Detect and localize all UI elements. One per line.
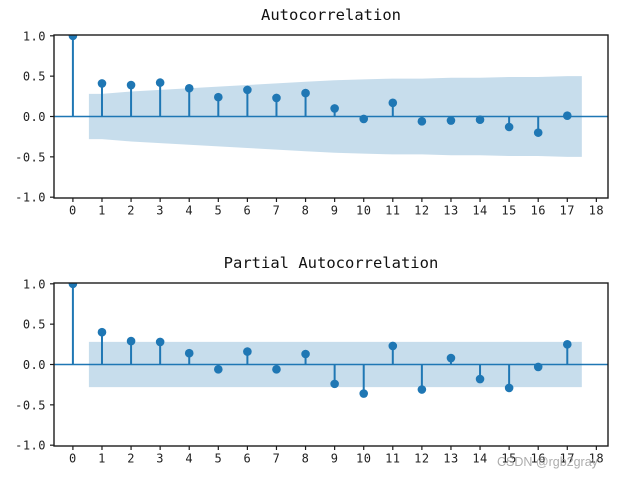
stem-marker [417,117,427,126]
y-tick-label: 0.0 [23,110,46,124]
stem-marker [155,78,165,87]
x-tick-label: 6 [244,204,252,218]
x-tick-label: 0 [69,452,77,466]
pacf-plot-title: Partial Autocorrelation [223,254,439,272]
stem-series [68,35,572,137]
stem-marker [97,79,107,88]
stem-marker [475,115,485,125]
x-tick-label: 4 [185,204,193,218]
x-tick-label: 17 [560,204,575,218]
stem-marker [504,122,514,132]
stem-marker [562,111,572,120]
stem-marker [184,83,194,93]
x-tick-label: 1 [98,204,106,218]
x-tick-label: 7 [273,204,281,218]
x-tick-label: 11 [385,452,400,466]
stem-marker [243,85,252,95]
stem-marker [243,347,252,356]
y-tick-label: 0.5 [23,70,46,84]
x-tick-label: 11 [385,204,400,218]
x-tick-label: 10 [356,452,371,466]
x-tick-label: 7 [273,452,281,466]
stem-marker [301,88,310,98]
stem-marker [533,362,543,372]
x-tick-label: 2 [127,204,135,218]
x-tick-label: 1 [98,452,106,466]
y-tick-label: -0.5 [15,398,46,412]
stem-marker [126,336,136,346]
stem-marker [475,374,485,384]
stem-marker [417,385,427,394]
x-tick-label: 6 [244,452,252,466]
y-tick-label: 0.0 [23,358,46,372]
stem-marker [155,337,165,347]
y-tick-label: -0.5 [15,150,46,164]
stem-marker [97,327,107,337]
x-tick-label: 8 [302,452,310,466]
x-tick-label: 17 [560,452,575,466]
x-tick-label: 9 [331,204,339,218]
x-tick-label: 9 [331,452,339,466]
stem-marker [272,93,281,103]
x-tick-label: 12 [414,452,429,466]
x-tick-label: 14 [472,204,487,218]
stem-marker [504,383,514,393]
stem-marker [272,365,281,374]
stem-marker [562,340,572,349]
stem-marker [446,116,456,125]
x-tick-label: 16 [530,204,545,218]
stem-marker [214,365,223,374]
x-tick-label: 18 [589,452,604,466]
stem-marker [214,92,223,102]
x-tick-label: 4 [185,452,193,466]
acf-plot: 0 1 2 3 4 5 6 7 8 9 10 11 12 13 14 15 16 17 181.00.50.0-0.… [15,29,609,218]
x-tick-label: 3 [156,452,164,466]
x-tick-label: 5 [214,204,222,218]
x-tick-label: 18 [589,204,604,218]
x-tick-label: 10 [356,204,371,218]
stem-marker [330,104,339,113]
stem-marker [68,35,78,41]
stem-marker [184,348,194,358]
pacf-plot: 0 1 2 3 4 5 6 7 8 9 10 11 12 13 14 15 16 17 181.00.50.0-0.… [15,277,609,466]
stem-marker [68,283,78,289]
stem-marker [301,349,310,359]
y-tick-label: 1.0 [23,277,46,291]
x-tick-label: 8 [302,204,310,218]
acf-plot-title: Autocorrelation [261,6,401,24]
stem-marker [359,389,369,398]
y-tick-label: 0.5 [23,318,46,332]
watermark: CSDN @rgb2gray [497,455,598,469]
stem-marker [388,341,398,351]
y-tick-label: 1.0 [23,29,46,43]
x-tick-label: 15 [501,204,516,218]
x-tick-label: 2 [127,452,135,466]
stem-marker [533,128,543,137]
x-tick-label: 12 [414,204,429,218]
x-tick-label: 14 [472,452,487,466]
y-tick-label: -1.0 [15,191,46,205]
x-tick-label: 16 [530,452,545,466]
x-tick-label: 13 [443,204,458,218]
x-tick-label: 3 [156,204,164,218]
stem-marker [330,379,339,389]
stem-series [68,283,572,398]
x-tick-label: 5 [214,452,222,466]
x-tick-label: 13 [443,452,458,466]
stem-marker [359,114,369,124]
stem-marker [388,98,398,108]
x-tick-label: 0 [69,204,77,218]
x-tick-label: 15 [501,452,516,466]
stem-marker [126,80,136,90]
y-tick-label: -1.0 [15,439,46,453]
stem-marker [446,353,456,363]
